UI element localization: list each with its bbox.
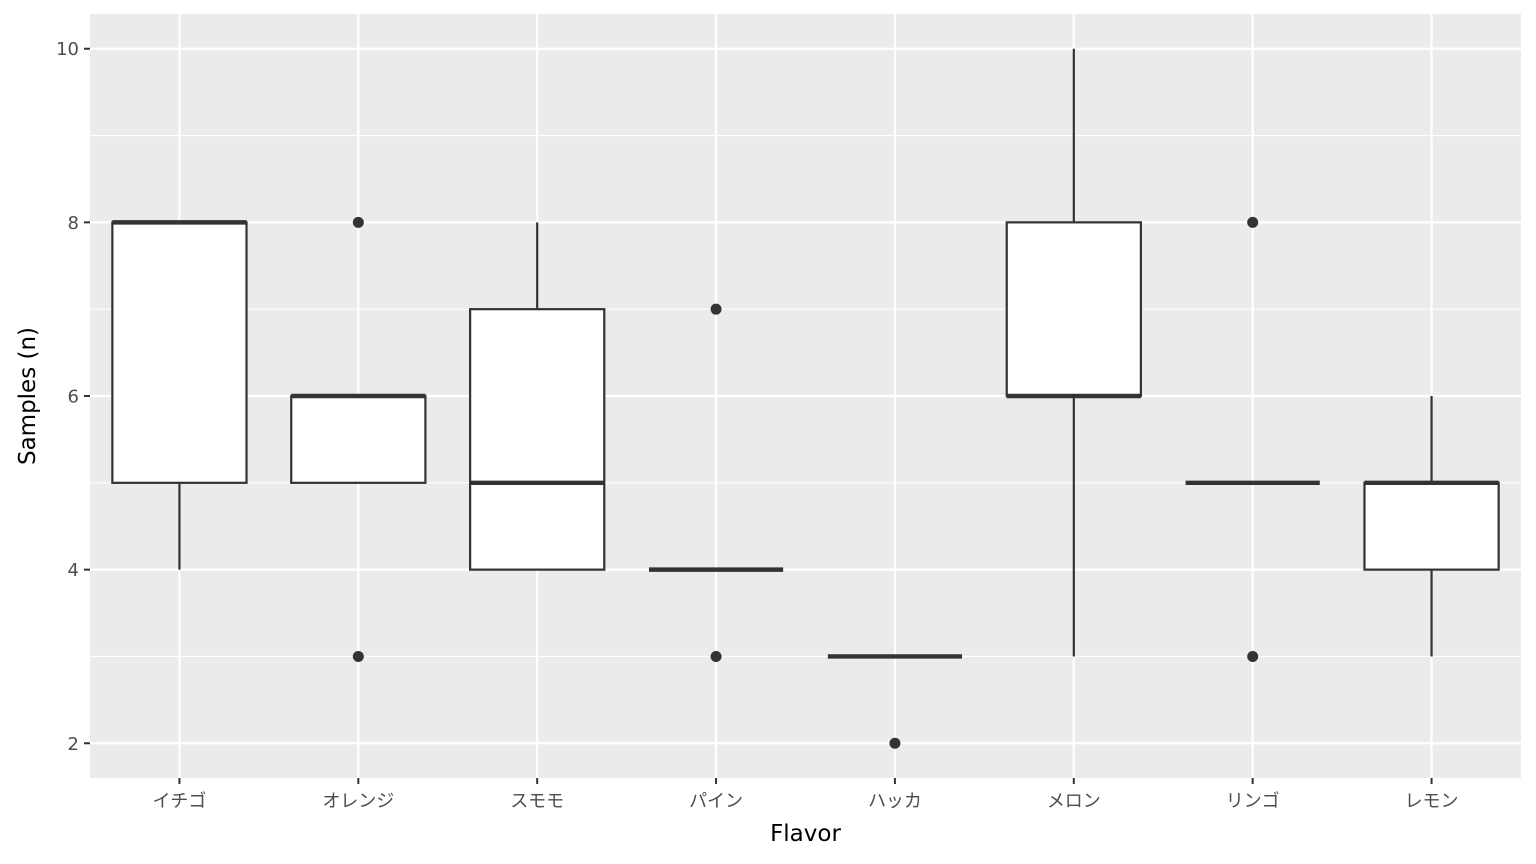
box-body	[290, 394, 427, 484]
x-axis: イチゴ オレンジ スモモ パイン ハッカ メロン リンゴ レモン	[152, 778, 1459, 812]
y-tick-label: 4	[68, 560, 79, 581]
box-2	[290, 216, 427, 662]
outlier-point	[710, 650, 722, 662]
box-7	[1185, 216, 1320, 662]
x-tick-label: リンゴ	[1226, 791, 1280, 812]
outlier-point	[1247, 650, 1259, 662]
box-body	[1005, 221, 1142, 398]
outlier-point	[352, 650, 364, 662]
box-series	[111, 48, 1500, 749]
x-tick-label: オレンジ	[322, 791, 394, 812]
x-axis-title: Flavor	[770, 821, 841, 847]
box-1	[111, 220, 248, 570]
box-4	[648, 303, 784, 662]
y-tick-label: 6	[68, 387, 79, 408]
x-tick-label: イチゴ	[152, 791, 206, 812]
x-tick-label: レモン	[1405, 791, 1459, 812]
box-body	[469, 308, 606, 571]
x-tick-label: ハッカ	[868, 791, 922, 812]
y-tick-label: 10	[56, 39, 79, 60]
y-tick-label: 2	[68, 734, 79, 755]
box-6	[1005, 48, 1142, 657]
x-tick-label: スモモ	[510, 791, 564, 812]
box-body	[111, 221, 248, 484]
x-tick-label: メロン	[1047, 791, 1101, 812]
y-tick-label: 8	[68, 213, 79, 234]
box-8	[1363, 396, 1500, 657]
x-tick-label: パイン	[689, 791, 743, 812]
outlier-point	[710, 303, 722, 315]
outlier-point	[352, 216, 364, 228]
outlier-point	[889, 737, 901, 749]
box-3	[469, 222, 606, 571]
box-body	[1363, 481, 1500, 571]
outlier-point	[1247, 216, 1259, 228]
box-5	[827, 654, 963, 749]
y-axis: 2 4 6 8 10	[56, 39, 90, 755]
y-axis-title: Samples (n)	[15, 327, 41, 465]
